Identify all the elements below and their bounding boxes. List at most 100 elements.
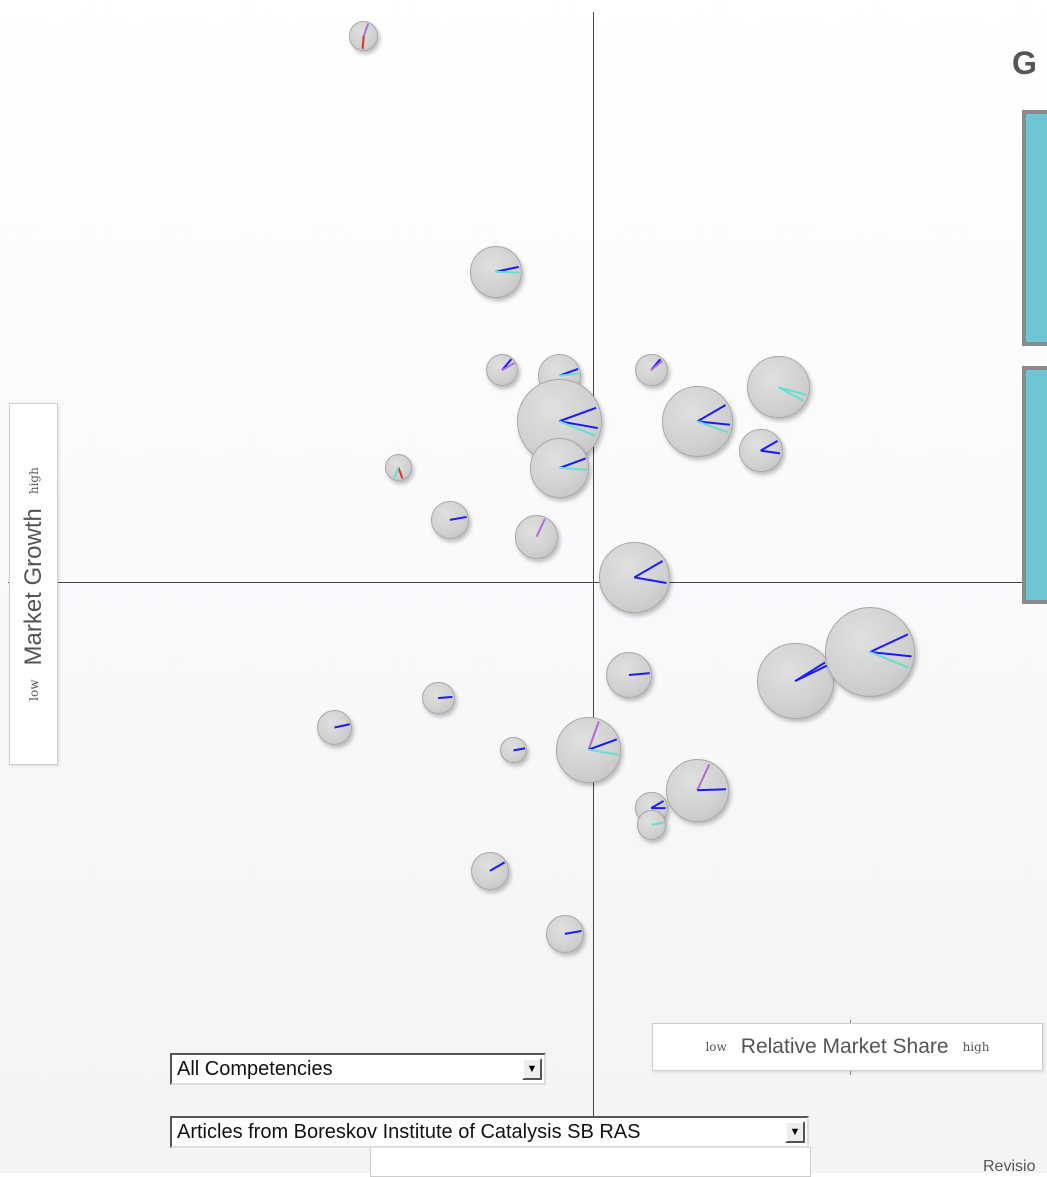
competency-select[interactable]: All Competencies ▼ bbox=[170, 1053, 546, 1085]
pie-slice-edge bbox=[870, 651, 910, 669]
y-axis-label-box: low Market Growth high bbox=[9, 403, 58, 765]
bubble[interactable] bbox=[666, 759, 729, 822]
bubble[interactable] bbox=[635, 353, 668, 386]
pie-slice-edge bbox=[870, 651, 913, 658]
pie-slice-edge bbox=[651, 799, 665, 809]
pie-slice-edge bbox=[559, 420, 597, 438]
pie-slice-edge bbox=[697, 420, 729, 434]
pie-slice-edge bbox=[633, 560, 664, 579]
pie-slice-edge bbox=[449, 515, 467, 521]
bubble-pie-lines bbox=[650, 358, 664, 371]
dropdown-arrow-icon[interactable]: ▼ bbox=[522, 1058, 542, 1080]
pie-slice-edge bbox=[628, 672, 650, 677]
bubble[interactable] bbox=[470, 246, 522, 298]
bubble-pie-lines bbox=[361, 23, 370, 49]
bubble-pie-lines bbox=[795, 661, 828, 682]
y-axis-title: Market Growth bbox=[19, 508, 47, 666]
pie-slice-edge bbox=[559, 407, 597, 423]
pie-slice-edge bbox=[397, 467, 404, 480]
bubble-pie-lines bbox=[760, 439, 781, 455]
footer-text: Revisio bbox=[983, 1158, 1036, 1175]
bubble-pie-lines bbox=[334, 722, 351, 728]
horizontal-axis-line bbox=[8, 582, 1047, 583]
pie-slice-edge bbox=[760, 449, 781, 455]
bubble[interactable] bbox=[605, 652, 652, 699]
bubble[interactable] bbox=[431, 500, 469, 539]
bubble-pie-lines bbox=[495, 266, 520, 274]
pie-slice-edge bbox=[697, 420, 731, 427]
bubble-pie-lines bbox=[489, 861, 506, 872]
bubble[interactable] bbox=[555, 717, 621, 783]
pie-slice-edge bbox=[697, 404, 727, 423]
x-axis-high-label: high bbox=[962, 1040, 990, 1054]
vertical-axis-line bbox=[593, 12, 594, 1173]
bubble[interactable] bbox=[739, 428, 783, 473]
bubble-pie-lines bbox=[393, 467, 404, 480]
pie-slice-edge bbox=[588, 749, 618, 757]
bubble-pie-lines bbox=[651, 799, 666, 809]
pie-slice-edge bbox=[587, 721, 600, 751]
pie-slice-edge bbox=[778, 386, 807, 396]
pie-slice-edge bbox=[513, 747, 526, 752]
right-panel-card[interactable] bbox=[1022, 366, 1047, 604]
bubble-pie-lines bbox=[513, 747, 526, 752]
bubble[interactable] bbox=[662, 386, 734, 458]
bubble-pie-lines bbox=[501, 358, 515, 371]
pie-slice-edge bbox=[362, 23, 370, 37]
pie-slice-edge bbox=[559, 466, 587, 471]
bubble[interactable] bbox=[514, 515, 559, 559]
bubble[interactable] bbox=[636, 810, 667, 840]
pie-slice-edge bbox=[696, 763, 711, 791]
y-axis-high-label: high bbox=[26, 467, 41, 495]
pie-slice-edge bbox=[535, 518, 546, 538]
pie-slice-edge bbox=[651, 821, 665, 826]
pie-slice-edge bbox=[393, 467, 400, 480]
bubble[interactable] bbox=[529, 437, 590, 498]
bubble-pie-lines bbox=[438, 695, 453, 700]
bubble[interactable] bbox=[598, 541, 670, 613]
bubble[interactable] bbox=[757, 642, 834, 720]
right-panel-title: G bbox=[1012, 45, 1037, 81]
x-axis-label-box: low Relative Market Share high bbox=[652, 1023, 1043, 1071]
bubble-pie-lines bbox=[696, 763, 727, 792]
bubble[interactable] bbox=[422, 682, 455, 715]
bubble-pie-lines bbox=[777, 386, 807, 402]
pie-slice-edge bbox=[361, 35, 365, 49]
bubble-pie-lines bbox=[559, 457, 587, 471]
bubble[interactable] bbox=[348, 21, 379, 51]
pie-slice-edge bbox=[438, 695, 453, 700]
right-panel-card[interactable] bbox=[1022, 110, 1047, 346]
bubble[interactable] bbox=[485, 353, 518, 386]
pie-slice-edge bbox=[697, 788, 727, 792]
bubble-pie-lines bbox=[449, 515, 467, 521]
pie-slice-edge bbox=[634, 576, 667, 584]
bubble[interactable] bbox=[747, 355, 810, 419]
y-axis-low-label: low bbox=[26, 679, 41, 701]
bubble-pie-lines bbox=[587, 721, 618, 757]
pie-slice-edge bbox=[777, 386, 805, 402]
pie-slice-edge bbox=[760, 439, 779, 452]
pie-slice-edge bbox=[587, 738, 617, 751]
bubble[interactable] bbox=[499, 736, 527, 764]
bubble-pie-lines bbox=[559, 407, 599, 438]
bubble[interactable] bbox=[825, 607, 916, 698]
bubble[interactable] bbox=[471, 852, 510, 890]
source-select[interactable]: Articles from Boreskov Institute of Cata… bbox=[170, 1116, 809, 1148]
x-axis-title: Relative Market Share bbox=[740, 1035, 949, 1058]
bubble-pie-lines bbox=[535, 518, 546, 538]
bubble-pie-lines bbox=[628, 672, 650, 677]
bubble[interactable] bbox=[317, 709, 353, 745]
pie-slice-edge bbox=[650, 359, 664, 371]
pie-slice-edge bbox=[870, 633, 909, 654]
bubble[interactable] bbox=[546, 915, 585, 954]
competency-select-value: All Competencies bbox=[177, 1057, 333, 1080]
bubble-pie-lines bbox=[565, 930, 583, 936]
dropdown-arrow-icon[interactable]: ▼ bbox=[785, 1121, 805, 1143]
pie-slice-edge bbox=[559, 420, 599, 430]
pie-slice-edge bbox=[489, 861, 506, 872]
bubble-pie-lines bbox=[697, 404, 731, 434]
x-axis-low-label: low bbox=[705, 1040, 727, 1054]
bubble[interactable] bbox=[384, 454, 412, 482]
source-select-value: Articles from Boreskov Institute of Cata… bbox=[177, 1120, 641, 1143]
